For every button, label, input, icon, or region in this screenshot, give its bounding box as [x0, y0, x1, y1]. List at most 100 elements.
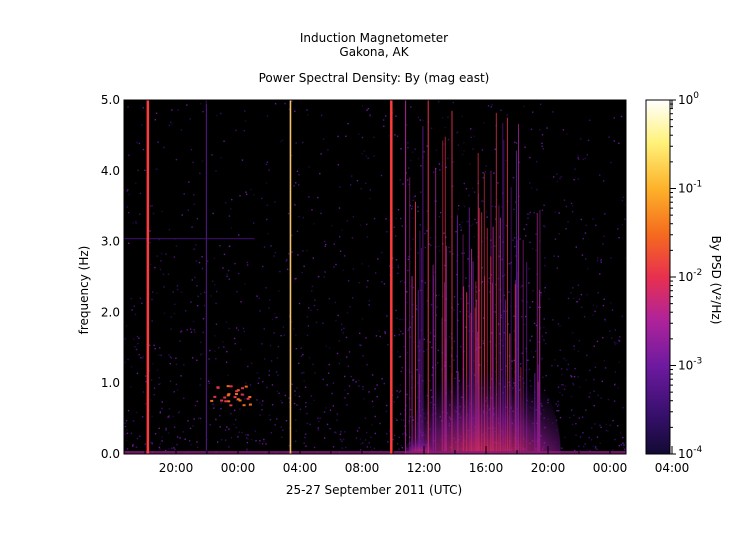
psd-speck: [304, 386, 307, 388]
psd-speck: [172, 291, 174, 293]
psd-speck: [362, 442, 364, 444]
psd-pulsation: [226, 385, 230, 388]
psd-speck: [313, 223, 315, 225]
colorbar-tick-exponent: -2: [693, 268, 702, 278]
psd-speck: [394, 134, 396, 136]
psd-speck: [407, 329, 410, 331]
psd-speck: [374, 272, 377, 274]
psd-speck: [291, 251, 293, 253]
psd-speck: [323, 276, 325, 278]
psd-speck: [407, 167, 410, 169]
psd-speck: [278, 392, 280, 394]
psd-speck: [445, 166, 447, 169]
psd-speck: [494, 303, 497, 306]
psd-speck: [304, 405, 307, 408]
psd-speck: [365, 337, 367, 339]
psd-speck: [160, 354, 162, 357]
psd-speck: [211, 154, 213, 156]
psd-speck: [230, 227, 233, 229]
psd-speck: [395, 115, 397, 117]
psd-speck: [360, 188, 362, 190]
psd-speck: [203, 291, 206, 294]
psd-speck: [399, 355, 401, 358]
colorbar-tick-label: 10-2: [678, 268, 702, 284]
psd-speck: [341, 447, 343, 449]
psd-speck: [472, 187, 474, 189]
psd-speck: [592, 445, 595, 447]
psd-speck: [432, 171, 435, 173]
psd-speck: [369, 197, 371, 200]
psd-speck: [230, 413, 232, 415]
colorbar-tick-exponent: -1: [693, 180, 702, 190]
psd-speck: [314, 299, 316, 301]
psd-speck: [599, 442, 601, 445]
psd-speck: [149, 241, 151, 244]
psd-pulsation: [223, 396, 227, 399]
psd-speck: [295, 419, 297, 421]
psd-speck: [576, 300, 578, 303]
psd-speck: [261, 443, 264, 445]
psd-speck: [597, 257, 599, 259]
psd-speck: [533, 322, 536, 325]
psd-speck: [559, 349, 561, 351]
psd-speck: [453, 296, 456, 298]
psd-speck: [366, 236, 369, 238]
psd-speck: [403, 345, 405, 348]
psd-speck: [279, 270, 281, 273]
psd-speck: [296, 170, 299, 173]
psd-speck: [176, 285, 179, 287]
psd-speck: [528, 213, 530, 215]
psd-speck: [398, 334, 401, 336]
psd-speck: [173, 256, 176, 258]
psd-speck: [570, 292, 572, 294]
psd-speck: [583, 445, 585, 448]
psd-speck: [561, 373, 563, 376]
psd-speck: [135, 220, 137, 223]
psd-speck: [313, 446, 316, 449]
psd-speck: [577, 178, 580, 180]
psd-speck: [487, 281, 490, 283]
psd-speck: [435, 314, 438, 316]
psd-speck: [135, 222, 137, 225]
psd-speck: [482, 342, 485, 345]
psd-speck: [493, 245, 496, 247]
psd-speck: [259, 414, 261, 416]
psd-speck: [441, 165, 443, 167]
psd-speck: [399, 390, 402, 392]
psd-speck: [296, 230, 299, 233]
psd-speck: [134, 345, 136, 348]
psd-speck: [507, 323, 510, 325]
psd-speck: [206, 260, 209, 262]
psd-speck: [457, 303, 459, 306]
psd-streak: [536, 213, 538, 454]
y-tick-label: 5.0: [101, 93, 120, 107]
psd-speck: [536, 160, 538, 163]
psd-speck: [348, 351, 351, 353]
psd-speck: [220, 112, 222, 115]
psd-speck: [309, 423, 311, 426]
psd-speck: [616, 425, 619, 427]
psd-speck: [559, 177, 561, 180]
psd-speck: [370, 436, 372, 439]
psd-speck: [455, 230, 457, 233]
psd-speck: [398, 436, 400, 439]
psd-speck: [318, 275, 320, 278]
psd-speck: [317, 429, 320, 431]
psd-speck: [527, 359, 529, 361]
psd-speck: [622, 442, 624, 444]
psd-speck: [257, 382, 260, 385]
psd-speck: [438, 100, 440, 103]
psd-speck: [359, 449, 362, 451]
psd-streak: [442, 140, 444, 454]
psd-speck: [524, 146, 526, 148]
psd-speck: [179, 437, 181, 439]
plot-frame: [123, 99, 627, 455]
psd-speck: [256, 399, 258, 401]
psd-speck: [302, 250, 304, 252]
psd-speck: [245, 434, 247, 436]
psd-speck: [411, 151, 414, 153]
psd-speck: [593, 390, 595, 392]
psd-speck: [195, 260, 198, 262]
psd-speck: [127, 211, 130, 214]
psd-speck: [599, 424, 601, 427]
